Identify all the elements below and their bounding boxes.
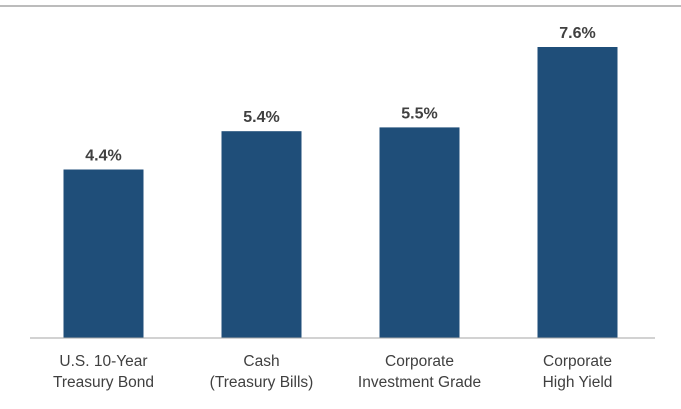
category-labels-group: U.S. 10-Year Treasury Bond Cash (Treasury B… (53, 353, 612, 391)
category-label-2-line-2: (Treasury Bills) (210, 374, 314, 391)
category-label-1-line-2: Treasury Bond (53, 374, 154, 391)
value-label-2: 5.4% (243, 109, 279, 126)
bar-3 (379, 127, 460, 339)
value-label-4: 7.6% (559, 25, 595, 42)
value-label-3: 5.5% (401, 105, 437, 122)
category-label-2-line-1: Cash (243, 353, 279, 370)
value-labels-group: 4.4% 5.4% 5.5% 7.6% (85, 25, 595, 165)
bar-1 (63, 169, 144, 338)
category-label-1-line-1: U.S. 10-Year (59, 353, 147, 370)
category-label-4-line-1: Corporate (543, 353, 612, 370)
value-label-1: 4.4% (85, 148, 121, 165)
bar-2 (221, 131, 302, 338)
bar-4 (537, 47, 618, 338)
category-label-3-line-2: Investment Grade (358, 374, 481, 391)
category-label-4-line-2: High Yield (543, 374, 613, 391)
bars-group (63, 47, 618, 339)
category-label-3-line-1: Corporate (385, 353, 454, 370)
